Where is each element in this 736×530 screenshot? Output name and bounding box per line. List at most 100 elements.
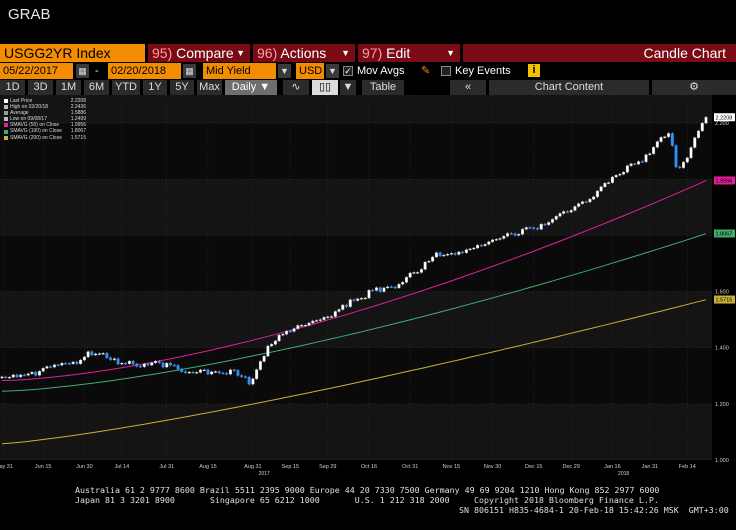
value-tag-text: 1.5715 (716, 298, 733, 304)
candle-body (640, 161, 644, 163)
candle-body (565, 211, 569, 213)
end-date-input[interactable]: 02/20/2018 (108, 63, 181, 79)
period-1d[interactable]: 1D (0, 80, 25, 95)
value-tag (714, 176, 735, 185)
period-3d[interactable]: 3D (28, 80, 53, 95)
candle-body (345, 304, 348, 307)
candle-body (498, 238, 502, 240)
line-chart-icon[interactable]: ∿ (283, 80, 309, 95)
candle-body (595, 190, 599, 198)
value-tag (714, 229, 735, 238)
candle-body (206, 369, 210, 375)
collapse-icon[interactable]: « (450, 80, 486, 95)
candle-body (633, 163, 637, 165)
period-ytd[interactable]: YTD (112, 80, 140, 95)
x-tick-label: Aug 31 (244, 464, 261, 470)
chevron-down-icon[interactable]: ▼ (340, 80, 356, 95)
candle-body (300, 325, 304, 327)
moving-averages (1, 180, 707, 445)
year-label: 2017 (259, 471, 270, 477)
candle-body (52, 364, 56, 368)
calendar-icon[interactable]: ▦ (76, 64, 89, 78)
candle-body (434, 252, 438, 258)
candle-chart-icon[interactable]: ▯▯ (312, 80, 338, 95)
candle-body (213, 371, 217, 373)
legend-low: Low on 09/08/17 1.2499 (4, 116, 86, 122)
field-select[interactable]: Mid Yield (203, 63, 276, 79)
value-tag (714, 113, 735, 122)
frequency-select[interactable]: Daily ▼ (225, 80, 277, 95)
currency-select[interactable]: USD (296, 63, 324, 79)
chevron-down-icon[interactable]: ▼ (278, 64, 291, 78)
candle-body (34, 371, 38, 376)
candle-body (94, 353, 98, 356)
candle-body (517, 234, 521, 236)
chart-controls: 05/22/2017 ▦ - 02/20/2018 ▦ Mid Yield ▼ … (0, 63, 736, 79)
candle-body (431, 256, 435, 262)
compare-button[interactable]: 95) Compare ▼ (148, 44, 250, 62)
period-1m[interactable]: 1M (56, 80, 81, 95)
mov-avgs-checkbox[interactable]: ✓ (343, 66, 353, 76)
candle-body (281, 334, 285, 336)
candle-body (476, 245, 480, 249)
candle-body (423, 261, 427, 270)
gear-icon[interactable]: ⚙ (652, 80, 736, 95)
chart-content-button[interactable]: Chart Content (489, 80, 649, 95)
candle-body (109, 357, 113, 360)
axes: 1.0001.2001.4001.6001.8002.0002.2002.220… (0, 113, 735, 477)
window-title: GRAB (8, 6, 51, 23)
candle-body (682, 161, 685, 168)
candle-body (124, 362, 128, 365)
key-events-checkbox[interactable] (441, 66, 451, 76)
y-tick-label: 1.200 (715, 402, 729, 408)
candle-body (622, 172, 626, 175)
calendar-icon[interactable]: ▦ (183, 64, 196, 78)
candle-body (472, 247, 476, 250)
candle-body (165, 362, 169, 368)
edit-button[interactable]: 97) Edit ▼ (358, 44, 460, 62)
chart-type-label: Candle Chart (463, 44, 736, 62)
candle-body (599, 186, 603, 192)
grid-band (0, 235, 712, 292)
info-icon[interactable]: i (528, 64, 540, 77)
candle-body (169, 362, 172, 366)
candle-body (273, 340, 277, 345)
candle-body (199, 369, 202, 373)
candle-body (266, 345, 270, 357)
candle-body (449, 253, 453, 255)
candle-body (4, 376, 8, 379)
actions-button[interactable]: 96) Actions ▼ (253, 44, 355, 62)
start-date-input[interactable]: 05/22/2017 (0, 63, 73, 79)
period-6m[interactable]: 6M (84, 80, 109, 95)
candle-body (446, 254, 450, 256)
table-button[interactable]: Table (362, 80, 404, 95)
candle-body (704, 117, 708, 124)
candle-body (494, 239, 498, 241)
value-tag-text: 1.9956 (716, 179, 733, 185)
period-max[interactable]: Max (197, 80, 222, 95)
candle-body (19, 374, 23, 378)
x-tick-label: Feb 14 (679, 464, 696, 470)
candle-body (453, 253, 457, 255)
x-tick-label: Jul 14 (114, 464, 129, 470)
candle-body (592, 196, 596, 200)
candle-body (408, 272, 412, 278)
candle-body (580, 201, 584, 204)
candle-body (288, 330, 292, 333)
chevron-down-icon[interactable]: ▼ (326, 64, 339, 78)
ticker-field[interactable]: USGG2YR Index (0, 44, 145, 62)
candle-body (49, 366, 53, 368)
period-5y[interactable]: 5Y (170, 80, 194, 95)
candle-body (393, 286, 397, 289)
candle-body (352, 299, 356, 301)
x-tick-label: Sep 29 (319, 464, 336, 470)
candle-body (667, 133, 671, 137)
pencil-icon[interactable]: ✎ (421, 65, 431, 77)
y-tick-label: 1.400 (715, 346, 729, 352)
candle-body (79, 359, 83, 364)
key-events-label: Key Events (455, 65, 511, 77)
period-1y[interactable]: 1Y (143, 80, 167, 95)
candle-body (532, 227, 536, 229)
grid-band (0, 95, 712, 124)
candle-body (322, 317, 326, 320)
